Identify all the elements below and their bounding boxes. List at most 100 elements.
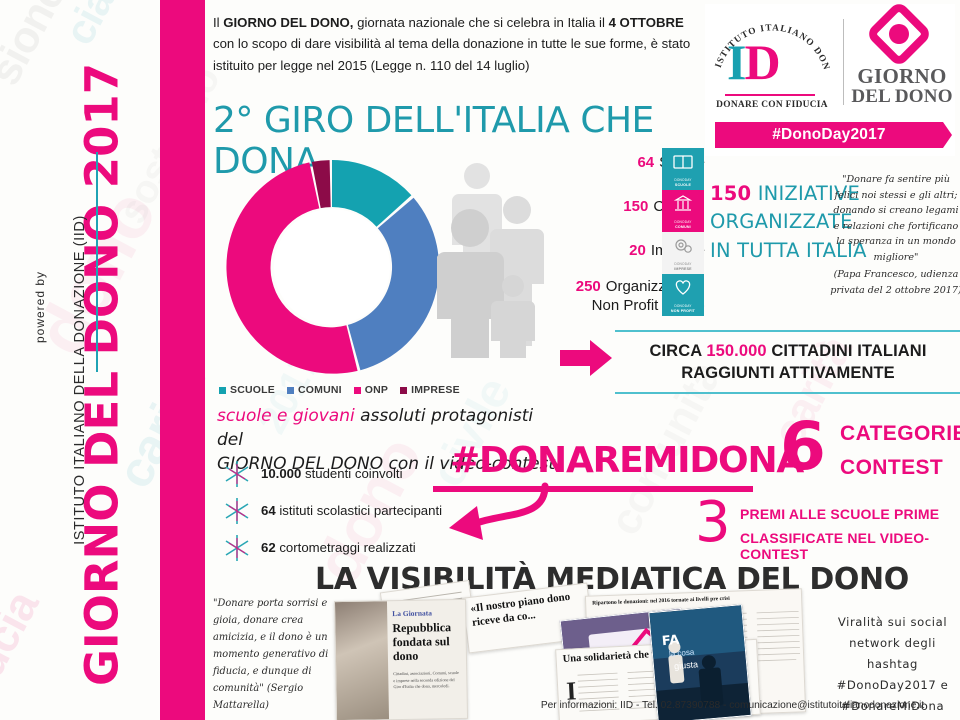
- circle-icon: [889, 24, 909, 44]
- logo-divider: [843, 19, 844, 105]
- star-burst-icon: [225, 460, 249, 487]
- book-icon: [673, 155, 693, 169]
- bullet-text-1: 10.000 studenti coinvolti: [261, 466, 403, 481]
- tile-imprese-kicker: DONODAY: [674, 262, 692, 266]
- schools-highlight: scuole e giovani: [217, 406, 355, 426]
- schools-line2: GIORNO DEL DONO con il video-contest: [217, 454, 556, 475]
- donut-chart: [217, 152, 447, 382]
- curved-arrow-svg: [449, 482, 549, 540]
- reach-number: 150.000: [706, 342, 767, 360]
- pope-quote-source: (Papa Francesco, udienza privata del 2 o…: [830, 269, 960, 296]
- reach-suffix: CITTADINI ITALIANI: [766, 342, 927, 360]
- clipping-kicker: La Giornata: [392, 608, 433, 619]
- legend-label-imprese: IMPRESE: [411, 384, 460, 396]
- gdd-logo: GIORNO DEL DONO: [849, 0, 955, 116]
- iid-tagline: DONARE CON FIDUCIA: [716, 100, 828, 110]
- tv-caption-giusta: giusta: [673, 659, 699, 672]
- clipping-repubblica: La Giornata Repubblica fondata sul dono …: [333, 598, 469, 720]
- gdd-line1: GIORNO: [857, 64, 947, 88]
- divider-bottom: [615, 392, 960, 394]
- iid-letter-d: D: [744, 34, 780, 90]
- star-icon: [223, 460, 251, 488]
- hashtag-donaremidona: #DONAREMIDONA: [450, 440, 804, 481]
- tv-studio-photo: [649, 605, 751, 720]
- initiatives-line1: 150 INIZIATIVE: [710, 180, 870, 208]
- tile-comuni-kicker: DONODAY: [674, 220, 692, 224]
- heart-icon: [675, 280, 691, 295]
- intro-part1: Il: [213, 15, 224, 30]
- clipping-body: Cittadini, associazioni, Comuni, scuole …: [393, 669, 459, 690]
- bank-icon: [673, 195, 693, 211]
- press-clippings: «Il nostro piano dono riceve da co... Ri…: [333, 579, 807, 720]
- contest-three-line2: CLASSIFICATE NEL VIDEO-CONTEST: [740, 530, 930, 562]
- tv-caption-fa: FA: [661, 632, 680, 650]
- pope-quote-text: "Donare fa sentire più felici noi stessi…: [833, 174, 959, 263]
- iid-rule: [725, 94, 815, 96]
- contest-categories: 6 CATEGORIE CONTEST: [780, 414, 960, 496]
- tile-imprese-label: IMPRESE: [674, 267, 692, 271]
- clipping-ripartono-headline: Ripartono le donazioni: nel 2016 tornate…: [592, 595, 730, 607]
- chart-legend: SCUOLE COMUNI ONP IMPRESE: [219, 384, 460, 396]
- mattarella-quote-source: (Sergio Mattarella): [213, 683, 304, 712]
- initiatives-block: 150 INIZIATIVE ORGANIZZATE IN TUTTA ITAL…: [710, 180, 870, 265]
- bullet-label-1: studenti coinvolti: [301, 466, 403, 481]
- intro-bold1: GIORNO DEL DONO,: [223, 15, 354, 30]
- gears-icon: [675, 239, 692, 253]
- bullet-number-2: 64: [261, 503, 276, 518]
- initiatives-line1-rest: INIZIATIVE: [751, 182, 861, 205]
- sidebar-divider: [96, 152, 98, 372]
- divider-top: [615, 330, 960, 332]
- main-content: Il GIORNO DEL DONO, giornata nazionale c…: [205, 0, 960, 720]
- legend-label-onp: ONP: [364, 384, 389, 396]
- clipping-tv-fa-cosa-giusta: FA la cosa giusta: [648, 604, 752, 720]
- legend-item-scuole: SCUOLE: [219, 384, 275, 396]
- pope-quote: "Donare fa sentire più felici noi stessi…: [830, 172, 960, 298]
- sidebar: GIORNO DEL DONO 2017 powered by ISTITUTO…: [0, 0, 160, 720]
- virality-line4: #DonoDay2017 e: [836, 678, 949, 693]
- donut-slice-scuole: [332, 160, 412, 227]
- schools-bullets: 10.000 studenti coinvolti 64 istituti sc…: [223, 455, 543, 566]
- intro-part2: giornata nazionale che si celebra in Ita…: [353, 15, 609, 30]
- legend-label-scuole: SCUOLE: [230, 384, 275, 396]
- logo-block: ISTITUTO ITALIANO DONAZIONE ID DONARE CO…: [705, 0, 955, 156]
- legend-swatch-imprese: [400, 386, 408, 394]
- bullet-number-3: 62: [261, 540, 276, 555]
- institute-name: ISTITUTO ITALIANO DELLA DONAZIONE (IID): [72, 215, 88, 545]
- tile-comuni: DONODAY COMUNI: [662, 190, 704, 232]
- virality-note: Viralità sui social network degli hashta…: [820, 612, 960, 717]
- legend-item-comuni: COMUNI: [286, 384, 342, 396]
- tile-non-profit-label: NON PROFIT: [670, 309, 696, 313]
- virality-line5: #DonareMiDona: [840, 699, 945, 714]
- donut-hole: [274, 209, 390, 325]
- bullet-label-2: istituti scolastici partecipanti: [275, 503, 443, 518]
- people-icon: [436, 163, 544, 391]
- intro-bold2: 4 OTTOBRE: [608, 15, 684, 30]
- legend-item-imprese: IMPRESE: [400, 384, 460, 396]
- category-icon-tiles: DONODAY SCUOLE DONODAY COMUNI DONODAY IM…: [662, 148, 704, 316]
- iid-arc-text: ISTITUTO ITALIANO DONAZIONE: [707, 5, 831, 74]
- iid-monogram: ID: [727, 36, 819, 88]
- tile-non-profit-kicker: DONODAY: [674, 304, 692, 308]
- reach-line2: RAGGIUNTI ATTIVAMENTE: [681, 364, 895, 383]
- stat-number-onp: 250: [575, 278, 601, 295]
- bullet-item-1: 10.000 studenti coinvolti: [223, 455, 543, 492]
- bullet-item-2: 64 istituti scolastici partecipanti: [223, 492, 543, 529]
- initiatives-number: 150: [710, 182, 752, 205]
- virality-line2: network degli: [849, 636, 936, 651]
- clipping-photo: [334, 601, 390, 720]
- legend-label-comuni: COMUNI: [297, 384, 342, 396]
- donut-slice-imprese: [311, 160, 331, 209]
- donut-slice-onp: [226, 162, 358, 374]
- intro-paragraph: Il GIORNO DEL DONO, giornata nazionale c…: [213, 12, 703, 76]
- bullet-number-1: 10.000: [261, 466, 302, 481]
- contest-six-line1: CATEGORIE: [840, 422, 960, 445]
- logo-row: ISTITUTO ITALIANO DONAZIONE ID DONARE CO…: [705, 0, 955, 116]
- contest-three-line1: PREMI ALLE SCUOLE PRIME: [740, 506, 940, 522]
- initiatives-line2: ORGANIZZATE: [710, 210, 853, 234]
- iid-logo: ISTITUTO ITALIANO DONAZIONE ID DONARE CO…: [705, 5, 838, 116]
- bullet-item-3: 62 cortometraggi realizzati: [223, 529, 543, 566]
- contest-three-number: 3: [695, 490, 731, 555]
- legend-item-onp: ONP: [353, 384, 389, 396]
- tile-scuole-label: SCUOLE: [674, 183, 692, 187]
